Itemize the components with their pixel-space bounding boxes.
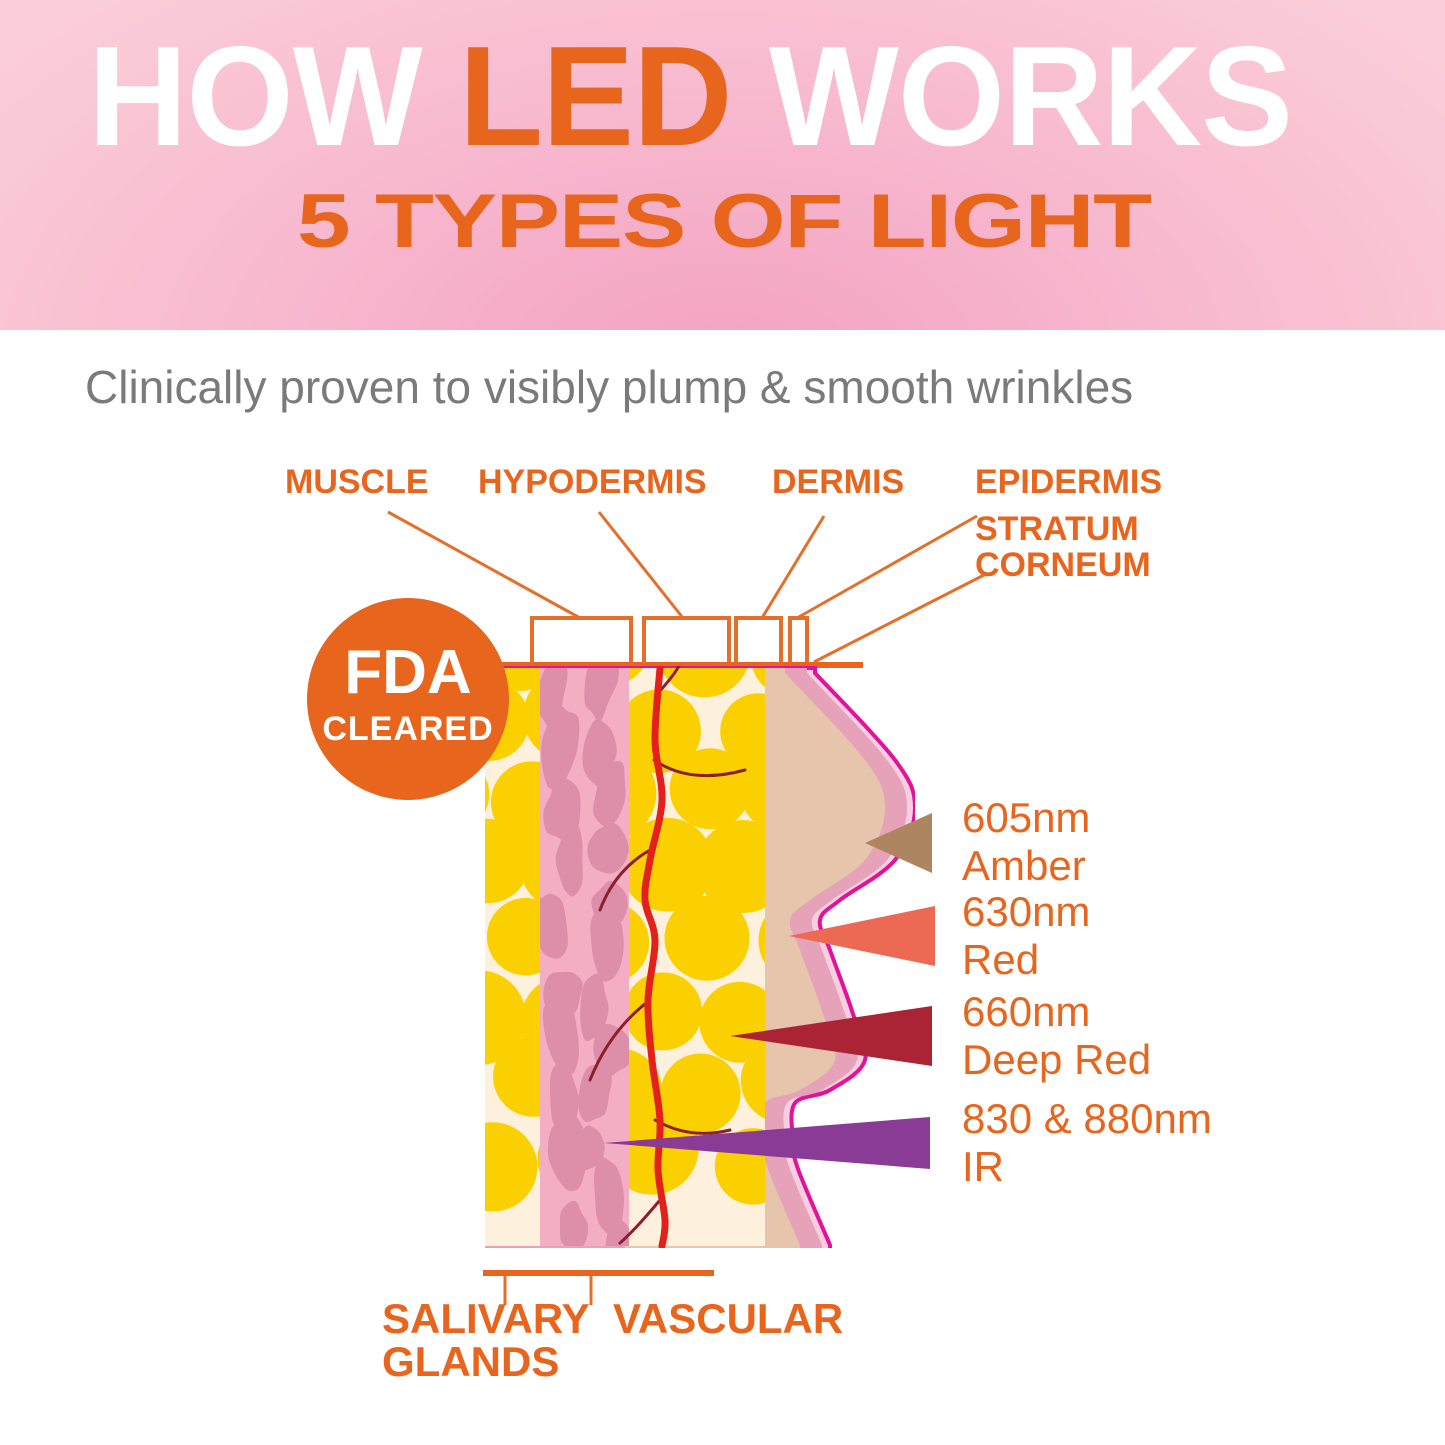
svg-text:Red: Red — [962, 936, 1039, 983]
svg-text:IR: IR — [962, 1143, 1004, 1190]
svg-text:SALIVARY: SALIVARY — [382, 1295, 590, 1342]
svg-text:GLANDS: GLANDS — [382, 1338, 559, 1385]
svg-text:CLEARED: CLEARED — [322, 710, 493, 748]
svg-text:STRATUM: STRATUM — [975, 510, 1139, 548]
svg-text:660nm: 660nm — [962, 988, 1090, 1035]
svg-text:Amber: Amber — [962, 842, 1086, 889]
svg-text:CORNEUM: CORNEUM — [975, 546, 1151, 584]
svg-text:VASCULAR: VASCULAR — [613, 1295, 843, 1342]
svg-text:MUSCLE: MUSCLE — [285, 463, 429, 501]
svg-text:HYPODERMIS: HYPODERMIS — [478, 463, 707, 501]
svg-text:630nm: 630nm — [962, 888, 1090, 935]
svg-text:830 & 880nm: 830 & 880nm — [962, 1095, 1212, 1142]
svg-text:605nm: 605nm — [962, 794, 1090, 841]
svg-text:EPIDERMIS: EPIDERMIS — [975, 463, 1162, 501]
svg-text:DERMIS: DERMIS — [772, 463, 904, 501]
svg-text:Deep Red: Deep Red — [962, 1036, 1151, 1083]
svg-text:FDA: FDA — [344, 638, 471, 707]
